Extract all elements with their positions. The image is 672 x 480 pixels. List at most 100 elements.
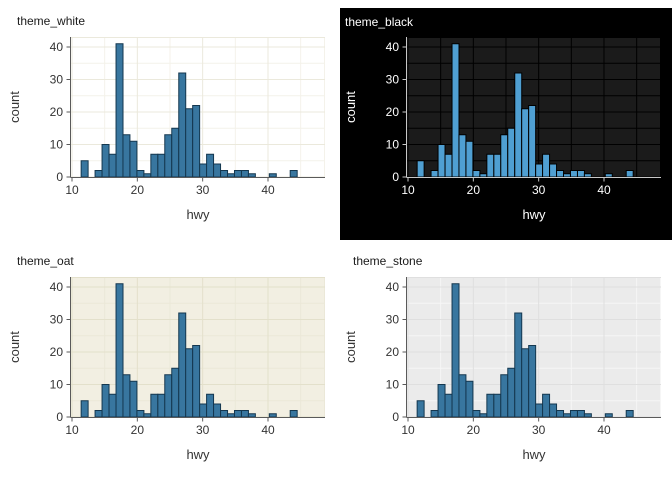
histogram-bar <box>171 127 180 178</box>
histogram-bar <box>247 413 256 418</box>
histogram-bar <box>129 140 138 178</box>
y-tick-label: 30 <box>386 313 400 327</box>
histogram-bar <box>220 170 229 178</box>
histogram-bar <box>486 153 495 178</box>
histogram-bar <box>604 413 613 418</box>
histogram-bar <box>542 393 551 418</box>
histogram-bar <box>108 393 117 418</box>
axis-lines <box>66 277 325 422</box>
y-tick-label: 0 <box>56 170 63 184</box>
histogram-bar <box>576 170 585 178</box>
histogram-bar <box>136 410 145 418</box>
histogram-bar <box>604 173 613 178</box>
histogram-bar <box>206 153 215 178</box>
x-tick-label: 40 <box>597 423 611 437</box>
histogram-bar <box>514 312 523 418</box>
histogram-bar <box>549 163 558 178</box>
histogram-bar <box>240 170 249 178</box>
x-tick-label: 10 <box>401 423 415 437</box>
histogram-bar <box>430 170 439 178</box>
y-axis-title: count <box>7 91 22 123</box>
histogram-bar <box>192 105 201 178</box>
histogram-bar <box>213 403 222 418</box>
histogram-bar <box>178 72 187 178</box>
histogram-bar <box>583 413 592 418</box>
histogram-bar <box>542 153 551 178</box>
x-tick-label: 30 <box>532 183 546 197</box>
y-axis-title: count <box>7 331 22 363</box>
histogram-bar <box>226 173 235 178</box>
histogram-bar <box>556 170 565 178</box>
histogram-bar <box>493 393 502 418</box>
histogram-bar <box>583 173 592 178</box>
y-axis-title: count <box>343 91 358 123</box>
y-tick-label: 10 <box>386 378 400 392</box>
histogram-bar <box>521 108 530 178</box>
y-axis-title: count <box>343 331 358 363</box>
histogram-bar <box>437 384 446 418</box>
histogram-bar <box>521 348 530 418</box>
histogram-bar <box>458 134 467 178</box>
histogram-bar <box>185 108 194 178</box>
histogram-bar <box>220 410 229 418</box>
x-tick-label: 20 <box>467 183 481 197</box>
x-tick-label: 20 <box>131 183 145 197</box>
histogram-bar <box>472 170 481 178</box>
histogram-bar <box>444 153 453 178</box>
x-tick-label: 20 <box>131 423 145 437</box>
y-tick-label: 30 <box>386 73 400 87</box>
histogram-bar <box>268 173 277 178</box>
x-axis-title: hwy <box>522 207 546 222</box>
histogram-bar <box>437 144 446 178</box>
histogram-bar <box>164 134 173 178</box>
axis-lines <box>66 37 325 182</box>
histogram-bar <box>458 374 467 418</box>
panel-theme-stone: 10 20 30 40 0 10 20 30 40 hwy count theme_stone <box>336 240 672 480</box>
histogram-bar <box>562 173 571 178</box>
histogram-bar <box>157 153 166 178</box>
x-axis-title: hwy <box>522 447 546 462</box>
histogram-bar <box>528 345 537 418</box>
y-tick-label: 40 <box>386 280 400 294</box>
histogram-bar <box>129 380 138 418</box>
histogram-bar <box>268 413 277 418</box>
x-tick-label: 40 <box>597 183 611 197</box>
y-tick-label: 30 <box>50 313 64 327</box>
histogram-bar <box>500 374 509 418</box>
y-tick-label: 20 <box>386 345 400 359</box>
histogram-bar <box>94 170 103 178</box>
histogram-bar <box>206 393 215 418</box>
panel-theme-oat: 10 20 30 40 0 10 20 30 40 hwy count theme_oat <box>0 240 336 480</box>
histogram-bar <box>108 153 117 178</box>
x-tick-label: 20 <box>467 423 481 437</box>
histogram-bar <box>549 403 558 418</box>
histogram-bar <box>192 345 201 418</box>
histogram-bar <box>226 413 235 418</box>
axis-lines <box>402 37 661 182</box>
histogram-bar <box>507 127 516 178</box>
histogram-bar <box>507 367 516 418</box>
y-tick-label: 40 <box>50 40 64 54</box>
histogram-bar <box>625 410 634 418</box>
histogram-bar <box>164 374 173 418</box>
histogram-bar <box>185 348 194 418</box>
x-tick-label: 10 <box>401 183 415 197</box>
x-tick-label: 30 <box>196 183 210 197</box>
histogram-bar <box>122 134 131 178</box>
y-tick-label: 20 <box>50 105 64 119</box>
histogram-bar <box>80 160 89 178</box>
histogram-bar <box>199 403 208 418</box>
axis-lines <box>402 277 661 422</box>
histogram-bar <box>500 134 509 178</box>
histogram-bar <box>472 410 481 418</box>
y-tick-label: 0 <box>392 170 399 184</box>
histogram-bar <box>479 413 488 418</box>
